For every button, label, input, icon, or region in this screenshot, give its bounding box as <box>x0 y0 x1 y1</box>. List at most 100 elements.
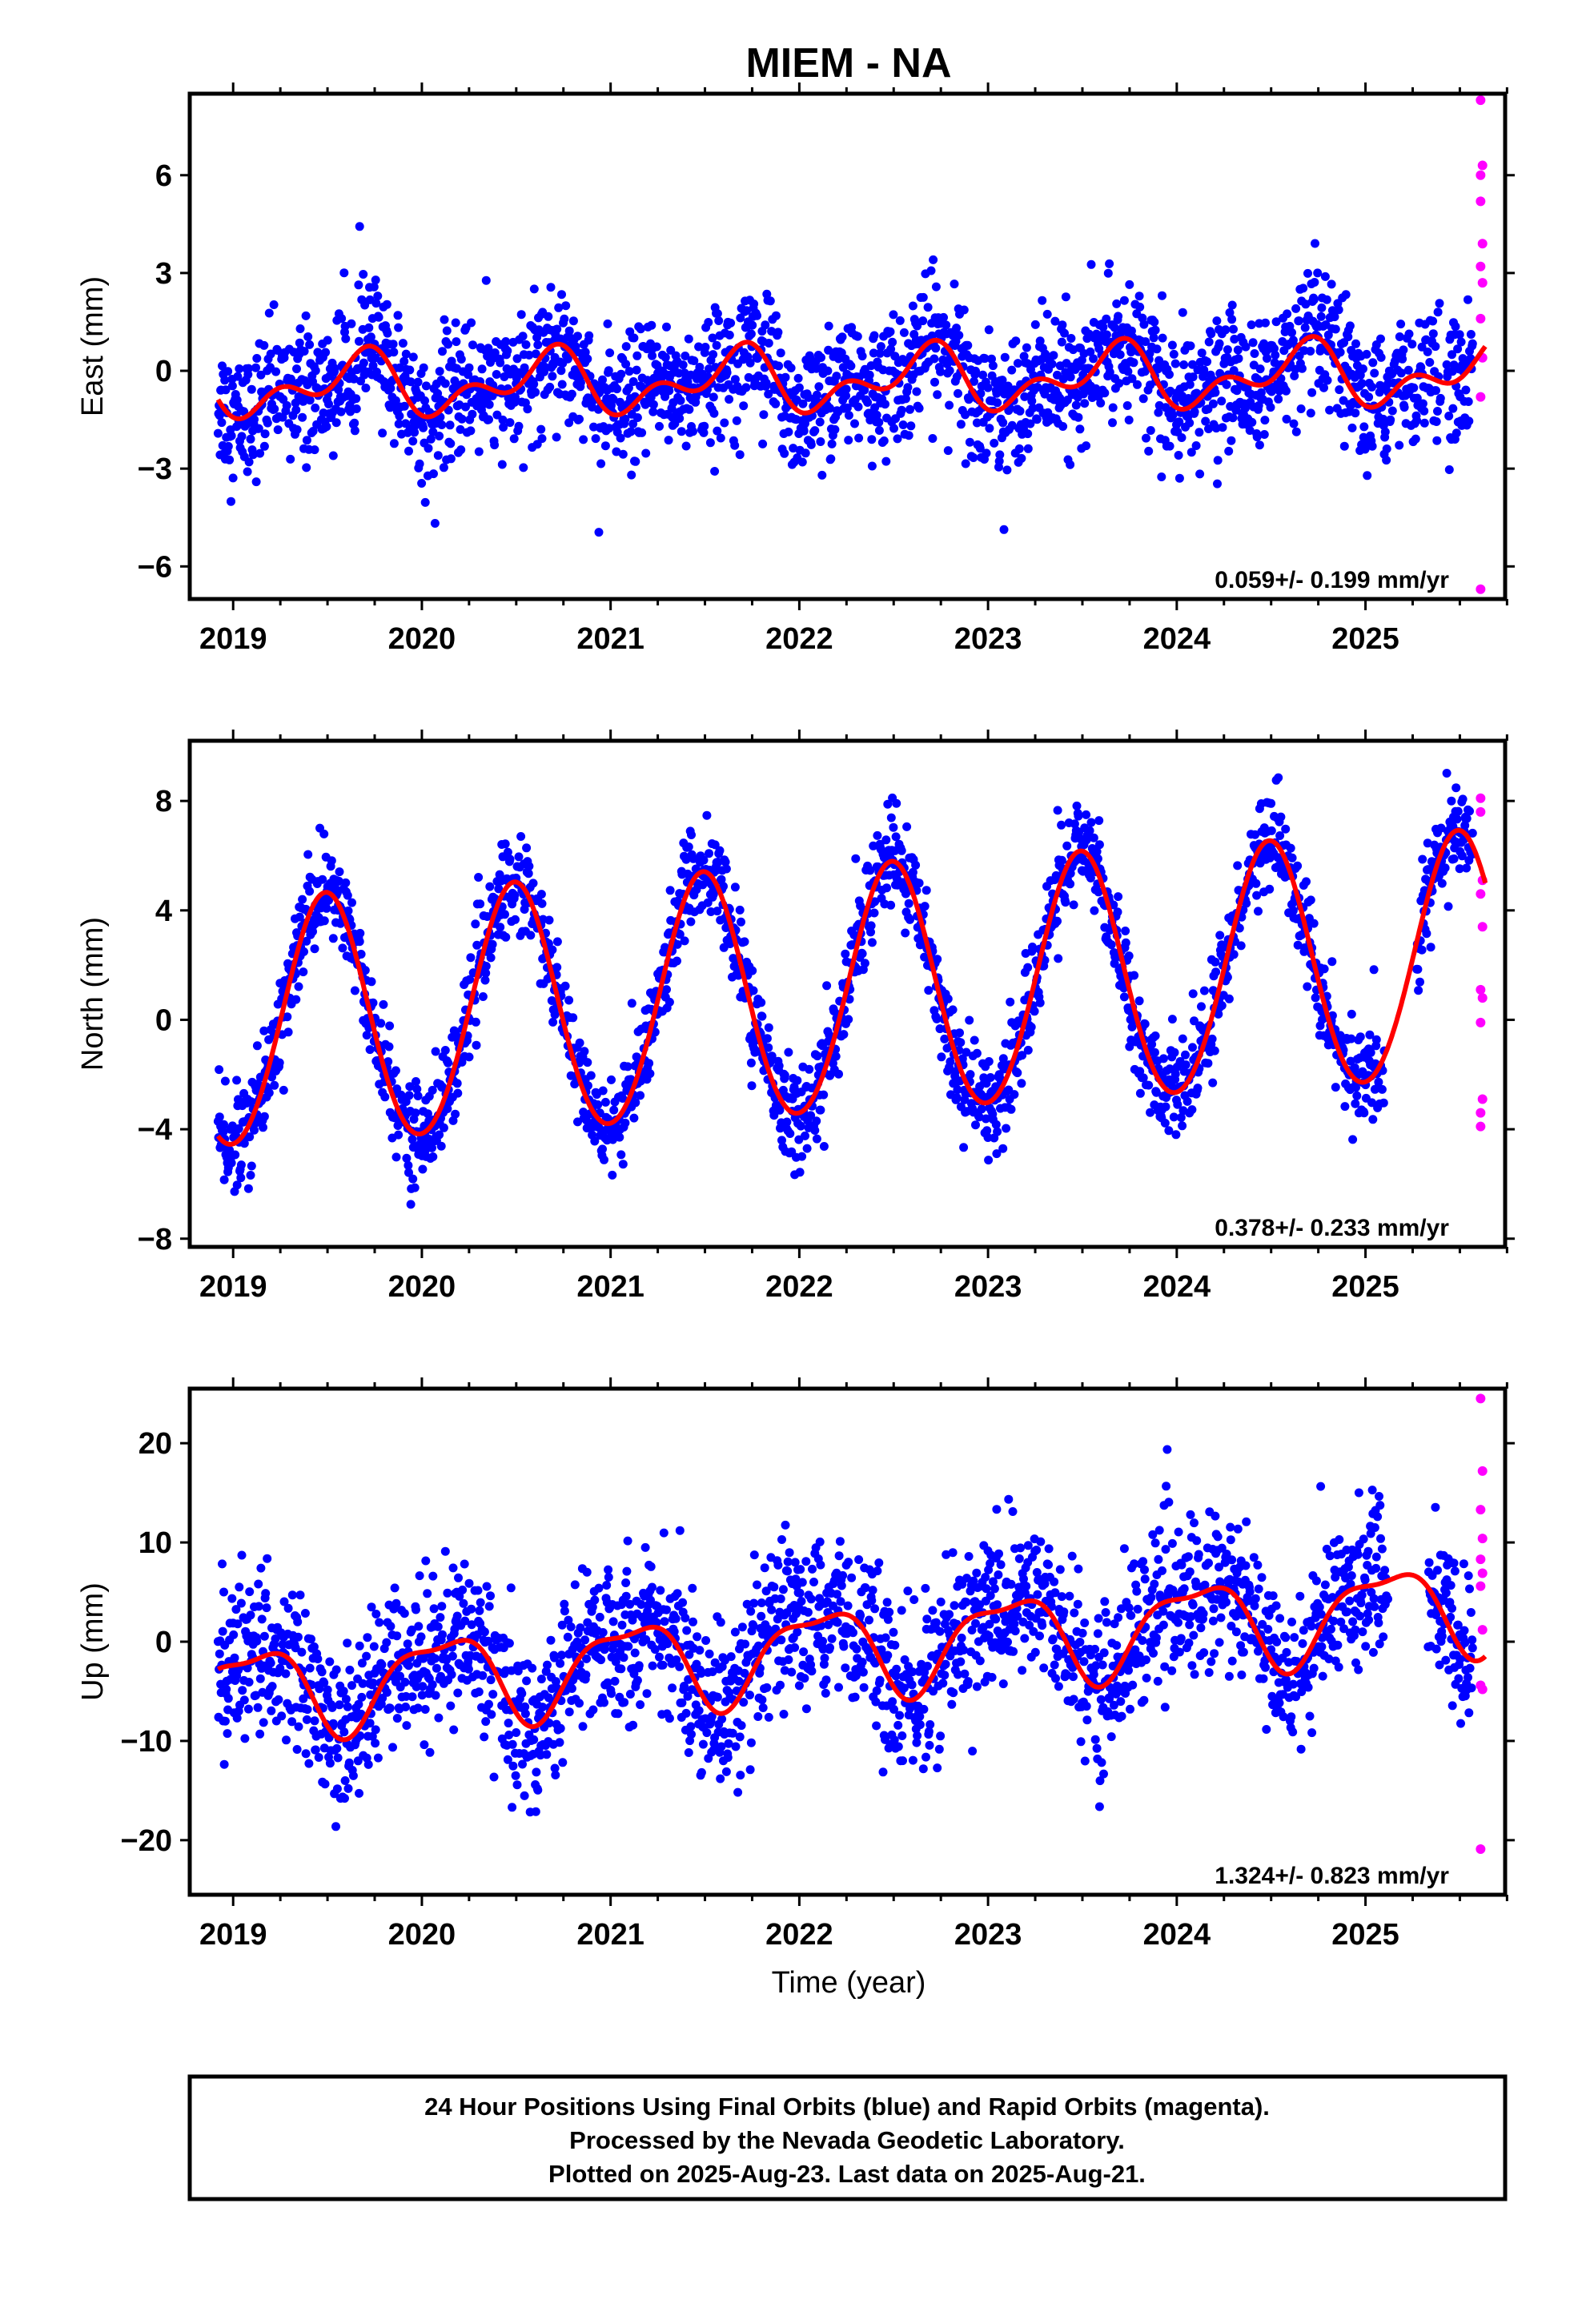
final-point <box>1186 448 1196 457</box>
final-point <box>371 1610 381 1618</box>
final-point <box>1102 330 1111 340</box>
final-point <box>509 434 519 444</box>
final-point <box>343 1702 352 1711</box>
final-point <box>250 1125 259 1135</box>
rate-label: 0.378+/- 0.233 mm/yr <box>1215 1215 1449 1241</box>
final-point <box>557 380 567 389</box>
final-point <box>810 1126 820 1135</box>
final-point <box>277 1711 287 1721</box>
final-point <box>225 455 235 464</box>
final-point <box>1105 259 1114 268</box>
final-point <box>243 467 252 476</box>
final-point <box>746 329 756 339</box>
final-point <box>408 1174 418 1184</box>
final-point <box>1158 1054 1168 1063</box>
rapid-point <box>1476 1108 1486 1118</box>
final-point <box>645 1069 655 1079</box>
final-point <box>1411 434 1420 444</box>
final-point <box>548 945 557 955</box>
final-point <box>1452 783 1461 793</box>
final-point <box>744 372 753 382</box>
final-point <box>382 300 391 309</box>
final-point <box>1085 826 1094 835</box>
final-point <box>1027 396 1037 406</box>
x-tick-label: 2021 <box>576 1270 644 1304</box>
final-point <box>215 1112 224 1122</box>
final-point <box>424 444 433 453</box>
final-point <box>1013 359 1022 368</box>
final-point <box>355 336 363 346</box>
final-point <box>563 354 572 364</box>
y-tick-label: 4 <box>155 895 172 928</box>
final-point <box>548 1017 558 1027</box>
final-point <box>867 461 877 471</box>
final-point <box>357 1659 367 1668</box>
final-point <box>923 303 933 312</box>
final-point <box>889 310 898 320</box>
final-point <box>333 1753 343 1763</box>
final-point <box>359 358 368 368</box>
final-point <box>709 890 718 899</box>
final-point <box>924 986 934 995</box>
x-tick-label: 2024 <box>1143 622 1211 656</box>
final-point <box>371 275 380 285</box>
final-point <box>223 1729 232 1739</box>
final-point <box>1094 840 1104 850</box>
final-point <box>1271 351 1280 360</box>
final-point <box>665 886 675 895</box>
final-point <box>220 1076 230 1086</box>
final-point <box>1168 410 1178 420</box>
final-point <box>227 1158 236 1168</box>
final-point <box>392 1631 402 1641</box>
final-point <box>1291 427 1301 436</box>
final-point <box>374 312 383 322</box>
final-point <box>456 355 466 364</box>
final-point <box>1455 330 1464 340</box>
final-point <box>882 883 891 893</box>
y-axis-label: North (mm) <box>76 917 110 1071</box>
final-point <box>259 1112 269 1121</box>
final-point <box>725 939 735 948</box>
rapid-point <box>1477 922 1488 932</box>
final-point <box>1030 1007 1039 1016</box>
final-point <box>1359 364 1367 374</box>
final-point <box>560 314 569 324</box>
final-point <box>1096 398 1106 408</box>
final-point <box>1242 899 1251 908</box>
final-point <box>1307 388 1317 397</box>
final-point <box>325 1759 335 1768</box>
final-point <box>886 900 896 910</box>
final-point <box>590 1136 600 1146</box>
final-point <box>1452 814 1462 824</box>
final-point <box>1134 996 1144 1006</box>
final-point <box>1066 879 1075 889</box>
final-point <box>420 497 430 507</box>
final-point <box>505 854 515 864</box>
final-point <box>317 1667 327 1677</box>
final-point <box>644 1059 654 1068</box>
final-point <box>1455 864 1464 874</box>
final-point <box>219 1759 229 1769</box>
final-point <box>292 364 301 374</box>
final-point <box>901 394 910 404</box>
final-point <box>1002 465 1012 475</box>
final-point <box>1331 1083 1340 1092</box>
final-point <box>600 1155 608 1164</box>
final-point <box>452 1079 462 1088</box>
final-point <box>631 456 640 466</box>
final-point <box>1061 292 1070 302</box>
final-point <box>369 1642 379 1651</box>
final-point <box>236 1160 246 1170</box>
final-point <box>1444 412 1454 420</box>
final-point <box>705 849 713 858</box>
final-point <box>522 843 532 853</box>
final-point <box>805 1064 814 1074</box>
final-point <box>282 400 291 410</box>
final-point <box>501 337 511 346</box>
final-point <box>1396 368 1406 378</box>
final-point <box>1232 386 1242 396</box>
final-point <box>904 431 913 440</box>
final-point <box>299 347 309 356</box>
final-point <box>965 1015 974 1025</box>
final-point <box>252 1041 262 1051</box>
